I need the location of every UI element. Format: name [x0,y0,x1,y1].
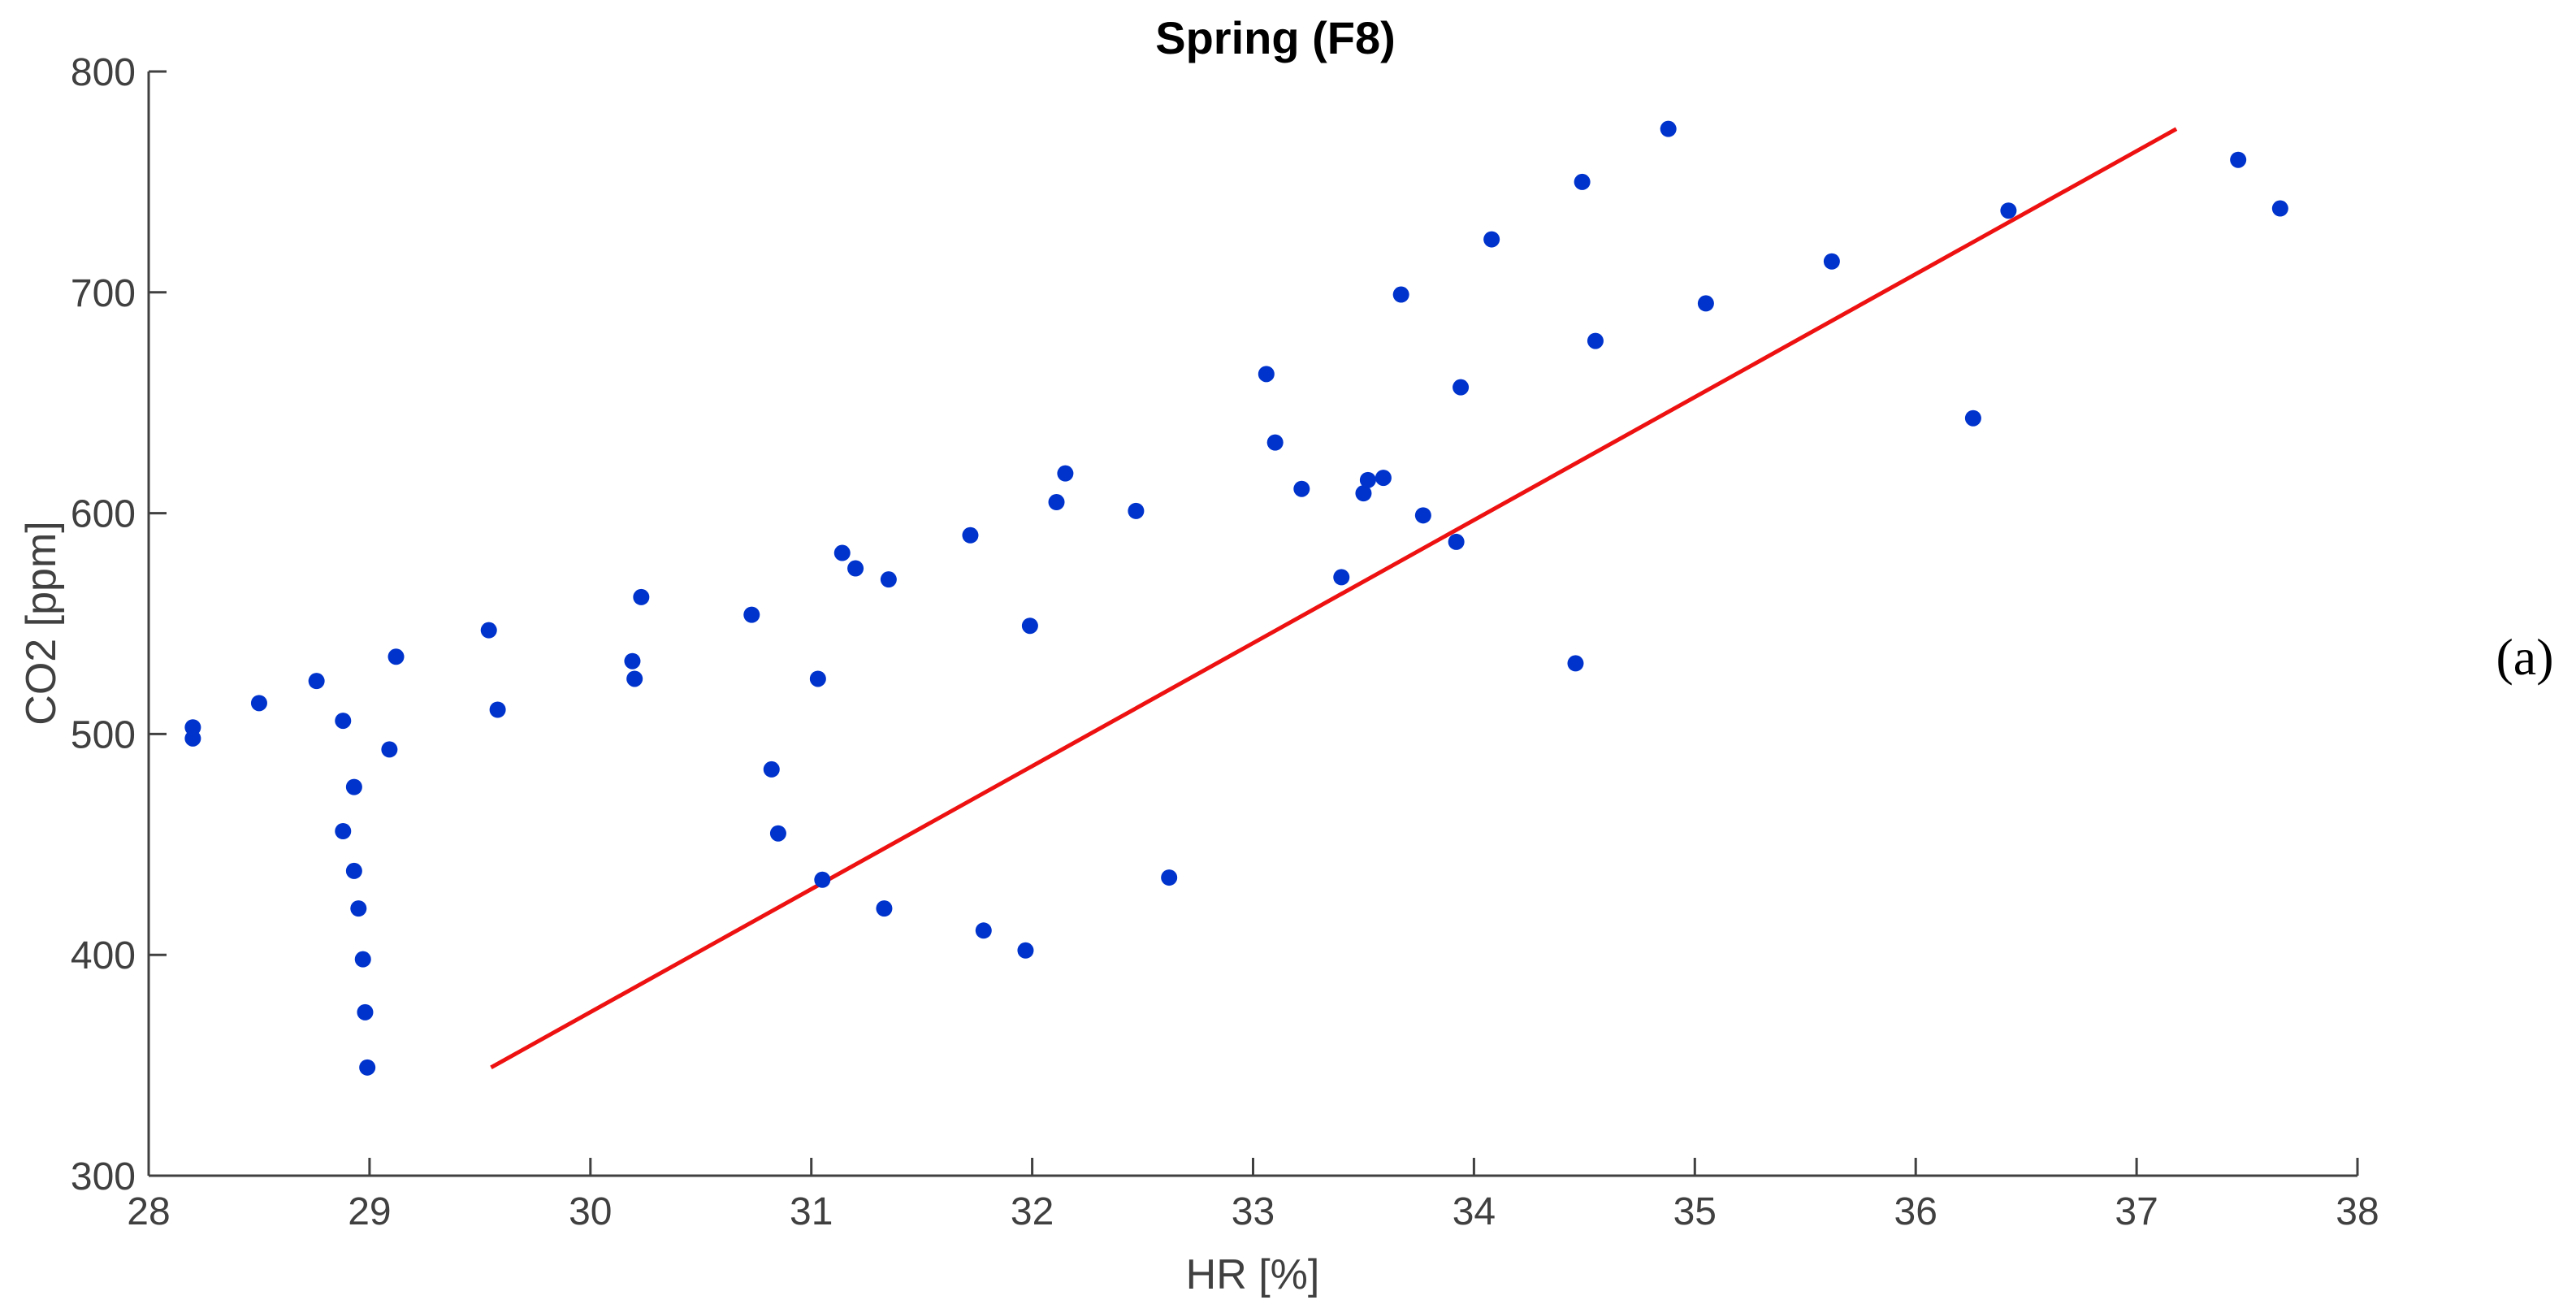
x-tick-label: 36 [1894,1190,1937,1233]
data-point [1048,494,1065,511]
data-point [1587,332,1604,349]
data-point [1021,618,1038,635]
x-tick-label: 31 [790,1190,833,1233]
y-tick-label: 600 [71,493,136,536]
data-point [381,741,398,758]
data-point [626,670,643,687]
data-point [1017,942,1034,959]
x-axis-label: HR [%] [1186,1251,1320,1298]
data-point [880,571,897,588]
x-tick-label: 32 [1011,1190,1054,1233]
data-point [769,825,786,842]
data-point [1258,366,1275,383]
y-tick-label: 500 [71,713,136,756]
data-point [335,713,352,730]
y-tick-label: 400 [71,934,136,977]
data-point [1697,295,1714,312]
data-point [962,526,979,544]
data-point [1375,470,1392,487]
data-point [1567,655,1584,672]
data-point [1333,569,1350,586]
data-point [2000,202,2017,219]
data-point [1823,253,1840,270]
data-point [2271,200,2288,217]
data-point [1266,434,1284,451]
data-point [1574,173,1591,190]
x-tick-label: 30 [569,1190,612,1233]
data-point [1483,231,1500,248]
data-point [1128,502,1145,519]
data-point [335,822,352,839]
y-tick-label: 700 [71,272,136,315]
data-point [387,648,405,665]
y-axis-label: CO2 [ppm] [18,521,65,725]
data-point [1414,507,1431,524]
data-point [1355,485,1372,502]
x-tick-label: 33 [1232,1190,1275,1233]
data-point [250,695,267,712]
regression-line-series [490,127,2178,1070]
data-point [1964,410,1981,427]
data-point [2230,151,2247,168]
data-point [1057,465,1074,482]
y-tick-label: 300 [71,1155,136,1198]
data-point [354,951,371,968]
data-point [1293,480,1310,497]
data-point [1448,533,1465,550]
data-point [833,544,851,561]
data-point [809,670,826,687]
data-point [633,588,650,605]
panel-label: (a) [2496,628,2553,686]
data-point [1453,379,1470,396]
data-point [345,862,362,879]
data-point [184,730,201,747]
data-point [308,673,325,690]
x-tick-label: 38 [2336,1190,2379,1233]
data-point [489,701,506,718]
chart-title: Spring (F8) [1155,12,1396,63]
x-axis-ticks: 28 29 30 31 32 33 34 35 36 37 38 [127,1158,2379,1233]
x-tick-label: 37 [2115,1190,2158,1233]
x-tick-label: 29 [348,1190,391,1233]
y-tick-label: 800 [71,51,136,94]
data-point [359,1059,376,1076]
data-point [847,560,864,577]
y-axis-ticks: 300 400 500 600 700 800 [71,51,167,1198]
data-point [1392,286,1409,303]
data-point [480,622,497,639]
data-point [1161,869,1178,886]
data-point [814,871,831,888]
x-tick-label: 28 [127,1190,170,1233]
data-point [350,900,367,917]
x-tick-label: 35 [1673,1190,1717,1233]
data-point [975,922,992,939]
data-point [357,1003,374,1020]
data-point [743,606,760,623]
data-points-series [184,120,2288,1076]
data-point [1660,120,1677,137]
regression-line [490,127,2178,1070]
data-point [1359,471,1376,488]
x-tick-label: 34 [1453,1190,1496,1233]
data-point [763,760,780,778]
data-point [624,652,641,670]
data-point [876,900,893,917]
data-point [345,778,362,795]
